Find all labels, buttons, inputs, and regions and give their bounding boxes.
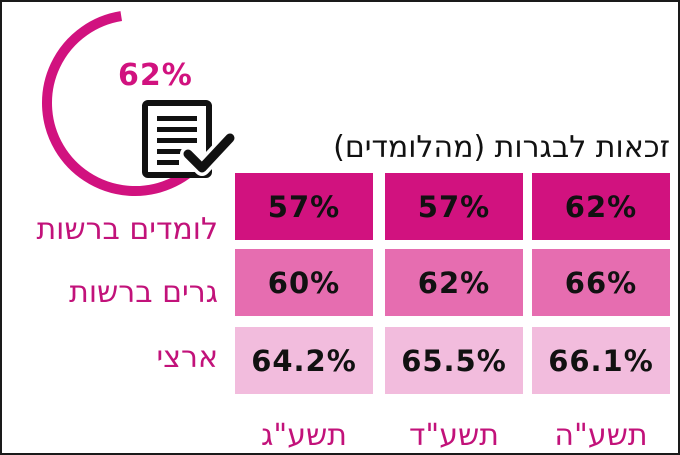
table-cell: 65.5% — [385, 327, 523, 394]
column-label: תשע"ה — [554, 418, 648, 453]
table-cell: 57% — [385, 173, 523, 240]
table-cell: 60% — [235, 249, 373, 316]
column-label: תשע"ד — [409, 418, 499, 453]
gauge-value: 62% — [118, 58, 193, 93]
column-label: תשע"ג — [261, 418, 347, 453]
table-cell: 66.1% — [532, 327, 670, 394]
table-cell: 62% — [385, 249, 523, 316]
table-cell: 57% — [235, 173, 373, 240]
gauge: 62% — [30, 8, 242, 198]
row-label: לומדים ברשות — [36, 212, 218, 247]
row-label: גרים ברשות — [69, 275, 218, 310]
document-check-icon — [142, 100, 238, 188]
gauge-fill — [42, 11, 209, 196]
table-cell: 64.2% — [235, 327, 373, 394]
table-cell: 62% — [532, 173, 670, 240]
table-title: זכאות לבגרות (מהלומדים) — [333, 130, 670, 165]
gauge-arc — [42, 11, 209, 196]
table-cell: 66% — [532, 249, 670, 316]
row-label: ארצי — [156, 340, 219, 375]
